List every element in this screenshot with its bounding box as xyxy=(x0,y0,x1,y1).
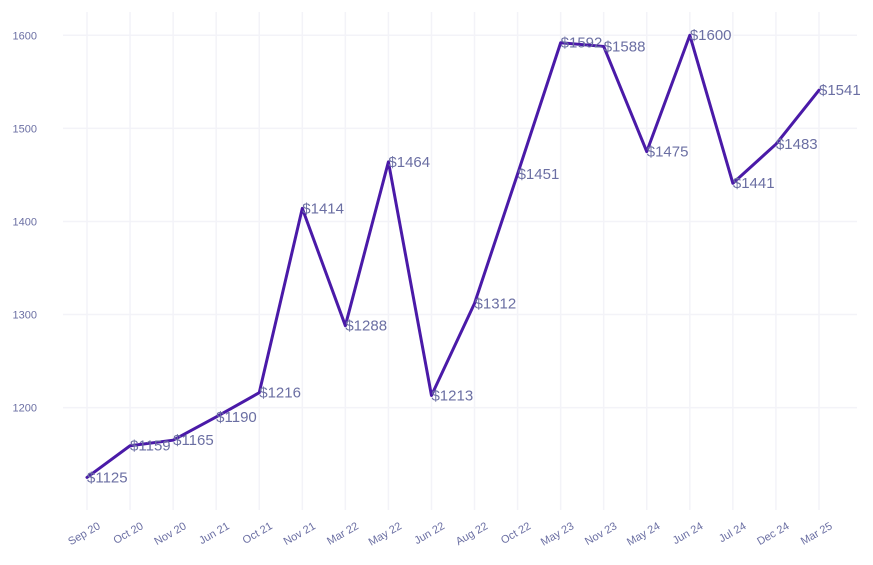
y-tick-label: 1400 xyxy=(13,216,37,228)
data-label: $1464 xyxy=(388,154,430,171)
x-tick-label: Dec 24 xyxy=(755,520,791,548)
data-label: $1159 xyxy=(130,438,171,455)
data-label: $1541 xyxy=(819,82,861,99)
data-label: $1483 xyxy=(776,136,818,153)
x-tick-label: Oct 20 xyxy=(111,520,145,547)
data-label: $1190 xyxy=(216,409,257,426)
data-label: $1588 xyxy=(604,38,646,55)
data-label: $1213 xyxy=(431,387,473,404)
data-label: $1216 xyxy=(259,385,301,402)
x-tick-label: Mar 25 xyxy=(799,520,835,548)
x-tick-label: Jun 21 xyxy=(197,520,232,547)
data-label: $1441 xyxy=(733,175,775,192)
x-tick-label: May 24 xyxy=(625,520,662,548)
x-tick-label: Nov 21 xyxy=(282,520,318,548)
data-label: $1592 xyxy=(561,35,603,52)
series-line xyxy=(85,33,821,479)
y-tick-label: 1300 xyxy=(13,310,37,322)
x-tick-label: Nov 23 xyxy=(583,520,619,548)
x-tick-label: Mar 22 xyxy=(325,520,361,548)
data-labels: $1125$1159 $1165$1190$1216 $1414 $1288 $1464… xyxy=(87,27,861,486)
data-label: $1600 xyxy=(690,27,732,44)
data-label: $1414 xyxy=(302,200,344,217)
data-label: $1475 xyxy=(647,144,689,161)
x-tick-label: Oct 22 xyxy=(499,520,533,547)
x-tick-label: Oct 21 xyxy=(241,520,275,547)
x-axis: Sep 20 Oct 20 Nov 20 Jun 21 Oct 21 Nov 21 Mar … xyxy=(66,520,834,548)
x-tick-label: May 22 xyxy=(367,520,404,548)
x-tick-label: Sep 20 xyxy=(66,520,102,548)
x-tick-label: Jun 24 xyxy=(671,520,706,547)
data-label: $1165 xyxy=(173,432,214,449)
y-tick-label: 1600 xyxy=(13,30,37,42)
x-tick-label: Jul 24 xyxy=(717,520,748,545)
y-axis: 1200 1300 1400 1500 1600 xyxy=(13,30,37,414)
data-label: $1125 xyxy=(87,469,128,486)
series xyxy=(85,33,821,479)
x-tick-label: Jun 22 xyxy=(412,520,447,547)
data-label: $1312 xyxy=(475,295,517,312)
data-label: $1451 xyxy=(518,166,560,183)
x-tick-label: Nov 20 xyxy=(152,520,188,548)
grid xyxy=(63,12,857,510)
x-tick-label: May 23 xyxy=(539,520,576,548)
data-label: $1288 xyxy=(345,318,387,335)
y-tick-label: 1200 xyxy=(13,403,37,415)
x-tick-label: Aug 22 xyxy=(454,520,490,548)
y-tick-label: 1500 xyxy=(13,123,37,135)
